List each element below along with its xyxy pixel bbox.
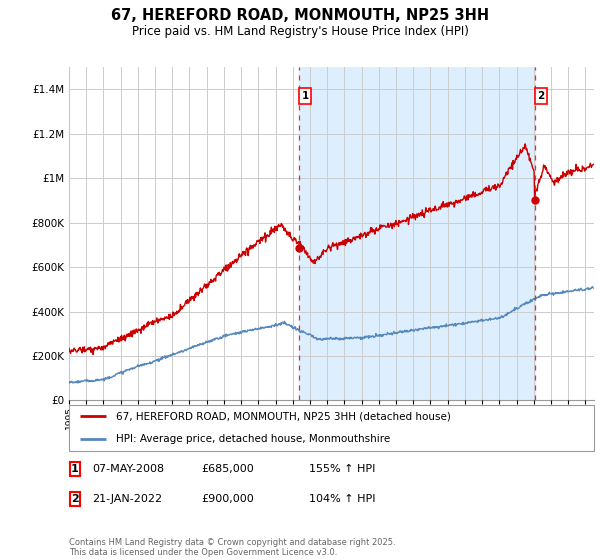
Text: 67, HEREFORD ROAD, MONMOUTH, NP25 3HH: 67, HEREFORD ROAD, MONMOUTH, NP25 3HH: [111, 8, 489, 24]
Text: 21-JAN-2022: 21-JAN-2022: [92, 494, 162, 504]
Text: 104% ↑ HPI: 104% ↑ HPI: [309, 494, 376, 504]
Text: 1: 1: [301, 91, 308, 101]
Text: £685,000: £685,000: [201, 464, 254, 474]
Text: £900,000: £900,000: [201, 494, 254, 504]
Text: 07-MAY-2008: 07-MAY-2008: [92, 464, 164, 474]
Bar: [299, 67, 535, 400]
Text: 155% ↑ HPI: 155% ↑ HPI: [309, 464, 376, 474]
Text: 1: 1: [71, 464, 79, 474]
Text: 67, HEREFORD ROAD, MONMOUTH, NP25 3HH (detached house): 67, HEREFORD ROAD, MONMOUTH, NP25 3HH (d…: [116, 412, 451, 421]
Text: Contains HM Land Registry data © Crown copyright and database right 2025.
This d: Contains HM Land Registry data © Crown c…: [69, 538, 395, 557]
Text: 2: 2: [537, 91, 544, 101]
Text: HPI: Average price, detached house, Monmouthshire: HPI: Average price, detached house, Monm…: [116, 435, 391, 444]
Text: Price paid vs. HM Land Registry's House Price Index (HPI): Price paid vs. HM Land Registry's House …: [131, 25, 469, 38]
Text: 2: 2: [71, 494, 79, 504]
